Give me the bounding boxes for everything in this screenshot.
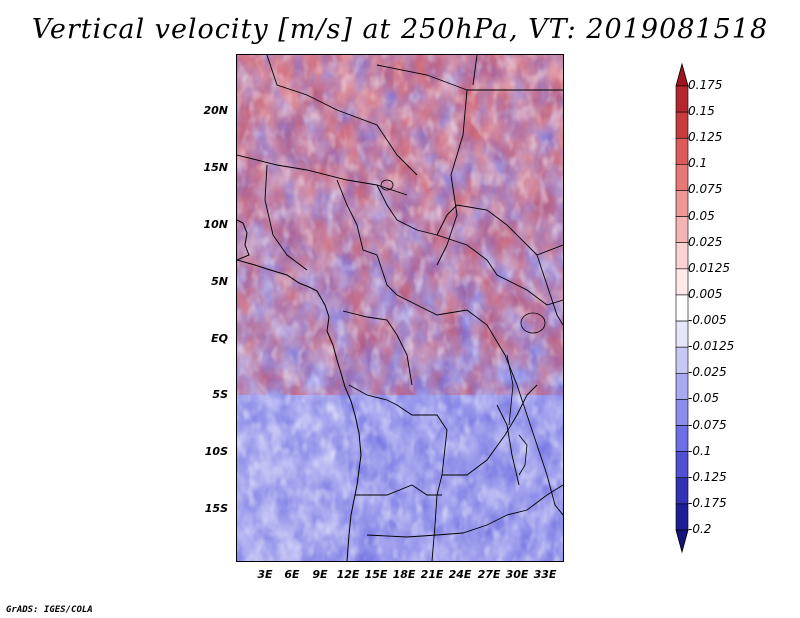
colorbar-swatch [675,372,689,400]
colorbar-swatch [675,425,689,452]
colorbar-tick-label: -0.025 [688,365,727,380]
colorbar-tick-label: -0.175 [688,495,727,510]
map-title: Vertical velocity [m/s] at 250hPa, VT: 2… [31,14,769,45]
lon-label-27e: 27E [477,568,501,581]
colorbar-swatch [675,216,689,244]
colorbar-swatch [675,164,689,191]
colorbar-arrow-bottom [675,529,689,554]
colorbar-tick-label: 0.1 [688,156,708,171]
colorbar-arrow-top [675,62,689,87]
lon-label-33e: 33E [533,568,557,581]
lat-label-eq: EQ [211,332,228,345]
colorbar-swatch [675,268,689,296]
colorbar-tick-label: 0.125 [688,130,723,145]
colorbar-tick-label: -0.0125 [688,339,735,354]
lake-victoria [520,312,546,334]
lake-malawi [518,434,528,476]
lon-label-18e: 18E [392,568,416,581]
colorbar-tick-label: -0.125 [688,469,727,484]
lon-label-12e: 12E [336,568,360,581]
colorbar-tick-label: 0.005 [688,286,723,301]
colorbar-swatch [675,294,689,322]
lon-label-24e: 24E [448,568,472,581]
lat-label-15n: 15N [203,161,228,174]
colorbar-tick-label: -0.1 [688,443,712,458]
lon-label-6e: 6E [284,568,300,581]
lat-label-15s: 15S [204,502,228,515]
contour-highlights [237,55,563,561]
colorbar [675,62,689,554]
colorbar-swatch [675,242,689,270]
lat-label-10n: 10N [203,218,228,231]
lon-label-9e: 9E [312,568,328,581]
velocity-field [237,55,563,561]
lat-label-5n: 5N [211,275,228,288]
colorbar-tick-label: 0.05 [688,208,715,223]
colorbar-swatch [675,137,689,165]
colorbar-tick-label: 0.15 [688,104,715,119]
colorbar-swatch [675,111,689,139]
colorbar-swatch [675,190,689,217]
colorbar-swatch [675,477,689,505]
credit-text: GrADS: IGES/COLA [6,605,93,615]
map-panel [236,54,564,562]
colorbar-tick-label: 0.175 [688,78,723,92]
colorbar-tick-label: 0.075 [688,182,723,197]
lon-label-3e: 3E [257,568,273,581]
colorbar-swatch [675,85,689,113]
west-cape-coast [237,219,250,261]
colorbar-tick-label: -0.05 [688,391,720,406]
lake-chad [380,179,394,191]
colorbar-swatch [675,399,689,426]
lon-label-15e: 15E [364,568,388,581]
colorbar-swatch [675,503,689,531]
colorbar-tick-label: -0.005 [688,313,727,328]
coastline-layer [237,219,362,561]
lat-label-5s: 5S [212,388,228,401]
lat-label-10s: 10S [204,445,228,458]
colorbar-swatch [675,451,689,479]
border-layer [237,55,563,561]
colorbar-tick-label: -0.075 [688,417,727,432]
lon-label-21e: 21E [420,568,444,581]
colorbar-tick-label: 0.025 [688,234,723,249]
colorbar-swatch [675,320,689,348]
colorbar-tick-label: 0.0125 [688,260,730,275]
lat-label-20n: 20N [203,104,228,117]
colorbar-tick-label: -0.2 [688,522,712,536]
lakes-layer [380,179,546,476]
lon-label-30e: 30E [505,568,529,581]
colorbar-swatch [675,346,689,374]
west-coastline [237,259,362,561]
lake-tanganyika [506,354,514,426]
